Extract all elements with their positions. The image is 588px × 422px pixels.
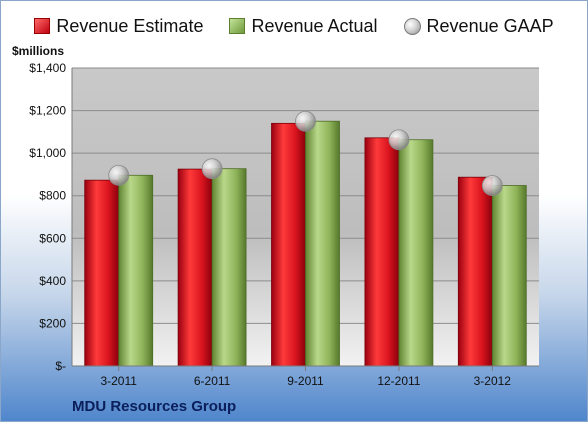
bar-revenue-estimate bbox=[364, 137, 400, 367]
y-tick-label: $1,000 bbox=[29, 146, 66, 160]
x-tick-label: 12-2011 bbox=[377, 374, 420, 388]
y-tick-label: $600 bbox=[39, 231, 66, 245]
marker-revenue-gaap bbox=[481, 175, 503, 196]
legend-swatch-estimate bbox=[34, 18, 51, 34]
y-axis-unit-label: $millions bbox=[12, 44, 65, 58]
bar-revenue-actual bbox=[211, 168, 247, 367]
x-tick-label: 6-2011 bbox=[194, 374, 231, 388]
legend-swatch-gaap bbox=[403, 17, 421, 35]
bar-revenue-estimate bbox=[84, 179, 120, 367]
y-tick-label: $1,200 bbox=[29, 104, 66, 118]
legend-item-actual: Revenue Actual bbox=[229, 15, 378, 37]
bar-revenue-estimate bbox=[271, 122, 306, 367]
legend-label-actual: Revenue Actual bbox=[251, 15, 378, 36]
x-tick-label: 3-2012 bbox=[474, 374, 512, 388]
x-tick-label: 3-2011 bbox=[100, 374, 137, 388]
bar-revenue-estimate bbox=[177, 168, 213, 367]
marker-revenue-gaap bbox=[388, 129, 410, 151]
marker-revenue-gaap bbox=[295, 110, 316, 132]
legend-swatch-actual bbox=[229, 18, 246, 34]
legend: Revenue Estimate Revenue Actual Revenue … bbox=[0, 8, 588, 44]
company-name: MDU Resources Group bbox=[72, 398, 237, 415]
y-tick-label: $1,400 bbox=[29, 61, 66, 75]
y-tick-label: $- bbox=[55, 359, 66, 373]
bar-revenue-actual bbox=[118, 174, 154, 367]
bar-revenue-actual bbox=[305, 120, 340, 367]
y-tick-label: $400 bbox=[39, 274, 66, 288]
bar-revenue-actual bbox=[491, 185, 527, 367]
bar-revenue-actual bbox=[398, 139, 434, 367]
x-tick-label: 9-2011 bbox=[287, 374, 324, 388]
bar-revenue-estimate bbox=[457, 176, 493, 367]
legend-item-estimate: Revenue Estimate bbox=[34, 16, 203, 37]
y-tick-label: $200 bbox=[39, 316, 66, 330]
marker-revenue-gaap bbox=[201, 158, 223, 180]
legend-label-estimate: Revenue Estimate bbox=[56, 15, 204, 36]
marker-revenue-gaap bbox=[108, 164, 130, 186]
y-tick-label: $800 bbox=[39, 189, 66, 203]
legend-label-gaap: Revenue GAAP bbox=[426, 15, 554, 36]
legend-item-gaap: Revenue GAAP bbox=[403, 15, 554, 37]
